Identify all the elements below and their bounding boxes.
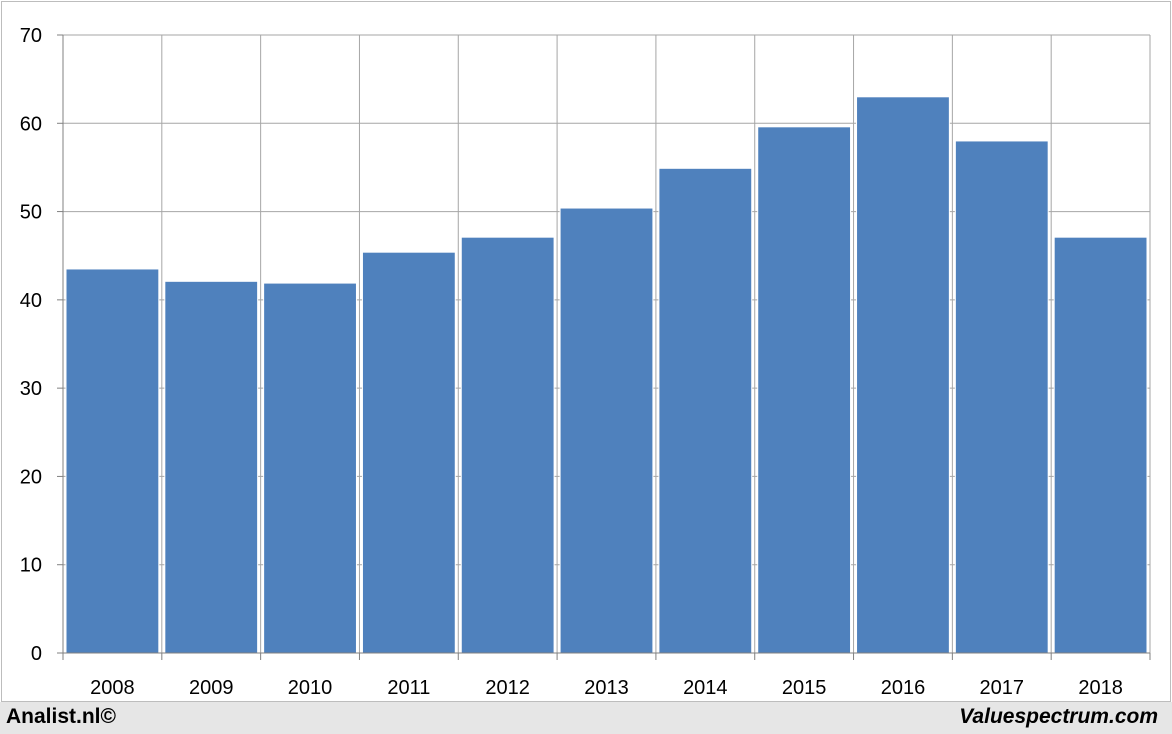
x-tick-label-2013: 2013 [584, 677, 629, 699]
x-tick-label-2017: 2017 [980, 677, 1025, 699]
x-tick-label-2008: 2008 [90, 677, 135, 699]
x-tick-label-2016: 2016 [881, 677, 926, 699]
tick-labels: 0 10 20 30 40 50 60 70 2008 2009 2010 2011 2012 2013 2… [20, 25, 1123, 699]
bar-2010 [263, 282, 357, 654]
bar-2017 [954, 140, 1049, 654]
y-tick-label: 30 [20, 378, 42, 400]
x-tick-label-2014: 2014 [683, 677, 728, 699]
bar-2013 [559, 207, 654, 654]
bar-2016 [856, 96, 950, 654]
bar-2009 [164, 280, 259, 654]
x-tick-label-2015: 2015 [782, 677, 827, 699]
axes [57, 34, 1151, 660]
bar-2008 [65, 268, 160, 654]
y-tick-label: 10 [20, 555, 42, 577]
x-tick-label-2011: 2011 [387, 677, 430, 699]
x-tick-label-2010: 2010 [288, 677, 333, 699]
chart-frame: 0 10 20 30 40 50 60 70 2008 2009 2010 2011 2012 2013 2… [1, 1, 1171, 702]
bar-2011 [361, 251, 456, 654]
bar-2012 [460, 236, 555, 654]
x-tick-label-2009: 2009 [189, 677, 234, 699]
footer-bar: Analist.nl© Valuespectrum.com [0, 702, 1172, 734]
bar-2014 [658, 167, 753, 654]
y-tick-label: 70 [20, 25, 42, 47]
x-tick-label-2018: 2018 [1078, 677, 1123, 699]
y-tick-label: 40 [20, 290, 42, 312]
bar-chart: 0 10 20 30 40 50 60 70 2008 2009 2010 2011 2012 2013 2… [20, 25, 1151, 699]
y-tick-label: 60 [20, 113, 42, 135]
footer-source-right: Valuespectrum.com [959, 705, 1158, 728]
bar-2015 [757, 126, 852, 654]
x-tick-label-2012: 2012 [485, 677, 530, 699]
footer-source-left: Analist.nl© [6, 705, 116, 728]
bar-2018 [1053, 236, 1148, 654]
y-tick-label: 0 [31, 643, 42, 665]
bars [65, 96, 1148, 654]
y-tick-label: 50 [20, 202, 42, 224]
y-tick-label: 20 [20, 466, 42, 488]
